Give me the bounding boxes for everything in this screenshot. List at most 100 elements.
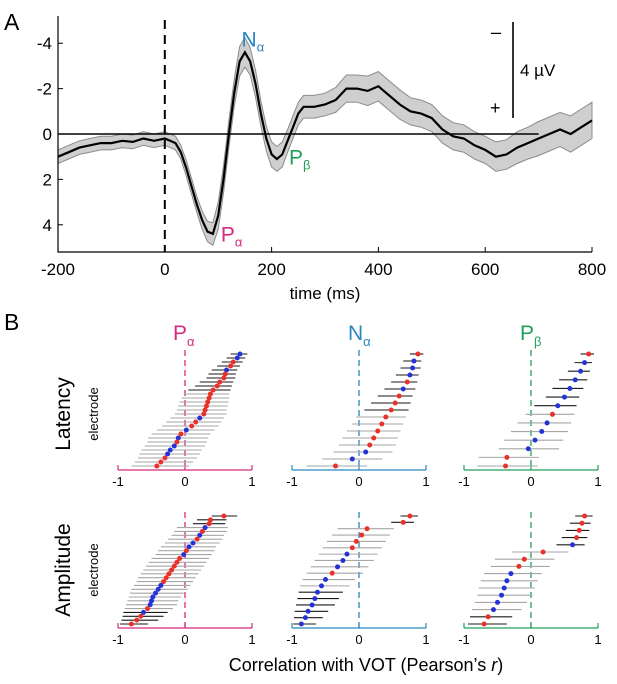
correlation-point — [217, 379, 223, 385]
correlation-point — [197, 532, 203, 538]
correlation-point — [144, 606, 150, 612]
correlation-point — [224, 367, 230, 373]
correlation-point — [140, 609, 146, 615]
correlation-point — [567, 385, 573, 391]
annotation-n-alpha: Nα — [242, 28, 265, 54]
correlation-point — [371, 435, 377, 441]
correlation-point — [214, 383, 220, 389]
erp-plot: -200 0 200 400 600 800 -4 -2 0 2 4 time (ms) Nα P… — [37, 16, 606, 303]
correlation-point — [305, 608, 311, 614]
annotation-p-beta-sub: β — [303, 157, 310, 172]
correlation-point — [206, 521, 212, 527]
correlation-point — [329, 570, 335, 576]
correlation-point — [490, 607, 496, 613]
correlation-point — [508, 571, 514, 577]
correlation-point — [504, 578, 510, 584]
correlation-point — [171, 443, 177, 449]
correlation-point — [221, 513, 227, 519]
x-tick-label: 0 — [181, 474, 188, 489]
panel-b-x-axis-label-close: ) — [497, 655, 503, 675]
correlation-point — [189, 423, 195, 429]
x-tick-label: -1 — [458, 632, 470, 647]
forest-latency_p_beta: -1 0 1 — [458, 350, 602, 489]
correlation-point — [166, 571, 172, 577]
correlation-point — [407, 372, 413, 378]
scale-bar-minus: – — [491, 22, 501, 42]
electrode-label-latency: electrode — [86, 387, 101, 440]
annotation-n-alpha-sub: α — [257, 39, 265, 54]
correlation-point — [411, 358, 417, 364]
electrode-label-amplitude: electrode — [86, 543, 101, 596]
correlation-point — [314, 589, 320, 595]
correlation-point — [171, 563, 177, 569]
correlation-point — [193, 419, 199, 425]
correlation-point — [349, 545, 355, 551]
correlation-point — [574, 535, 580, 541]
x-tick-label: 0 — [181, 632, 188, 647]
correlation-point — [532, 437, 538, 443]
correlation-point — [234, 355, 240, 361]
x-tick-label: 1 — [422, 632, 429, 647]
correlation-point — [396, 393, 402, 399]
correlation-point — [205, 399, 211, 405]
correlation-point — [576, 527, 582, 533]
erp-x-axis-label: time (ms) — [290, 284, 361, 303]
correlation-point — [388, 407, 394, 413]
correlation-point — [562, 394, 567, 400]
column-header-p-alpha-sub: α — [187, 334, 195, 349]
correlation-point — [202, 407, 208, 413]
correlation-point — [349, 456, 355, 462]
erp-x-tick-label: 0 — [160, 260, 169, 279]
correlation-point — [521, 556, 527, 562]
column-header-n-alpha-sub: α — [363, 334, 371, 349]
correlation-point — [153, 590, 159, 596]
correlation-point — [586, 351, 592, 357]
erp-x-tick-label: 200 — [257, 260, 285, 279]
panel-b-x-axis-label-main: Correlation with VOT (Pearson’s — [229, 655, 491, 675]
correlation-point — [163, 575, 169, 581]
annotation-p-beta-letter: P — [289, 146, 303, 169]
x-tick-label: 0 — [355, 474, 362, 489]
correlation-point — [344, 551, 350, 557]
correlation-point — [572, 377, 578, 383]
annotation-p-alpha-sub: α — [235, 235, 243, 250]
correlation-point — [582, 513, 588, 519]
forest-amplitude_n_alpha: -1 0 1 — [286, 512, 430, 647]
correlation-point — [154, 463, 160, 469]
annotation-p-alpha-letter: P — [221, 224, 235, 247]
correlation-point — [364, 526, 370, 532]
correlation-point — [495, 599, 500, 605]
correlation-point — [578, 368, 584, 374]
erp-y-tick-label: -4 — [37, 34, 52, 53]
erp-y-tick-label: -2 — [37, 80, 52, 99]
correlation-point — [150, 594, 156, 600]
correlation-point — [400, 519, 406, 525]
row-label-latency: Latency — [52, 377, 75, 451]
x-tick-label: 1 — [422, 474, 429, 489]
correlation-point — [400, 386, 406, 392]
correlation-point — [206, 395, 212, 401]
forest-latency_n_alpha: -1 0 1 — [286, 350, 430, 489]
erp-y-tick-label: 0 — [43, 125, 52, 144]
correlation-point — [312, 596, 318, 602]
correlation-point — [177, 555, 183, 561]
correlation-point — [186, 544, 192, 550]
correlation-point — [181, 552, 187, 558]
correlation-point — [410, 365, 416, 371]
correlation-point — [555, 403, 561, 409]
correlation-point — [392, 400, 398, 406]
correlation-point — [340, 557, 346, 563]
panel-a-label: A — [4, 9, 20, 35]
column-header-p-beta-sub: β — [534, 334, 541, 349]
correlation-point — [149, 598, 154, 604]
x-tick-label: 0 — [527, 474, 534, 489]
erp-x-tick-label: 400 — [364, 260, 392, 279]
x-tick-label: -1 — [458, 474, 470, 489]
x-tick-label: -1 — [286, 632, 298, 647]
correlation-point — [525, 446, 531, 452]
erp-x-tick-label: 600 — [471, 260, 499, 279]
scale-bar-label: 4 µV — [520, 61, 556, 80]
correlation-point — [335, 564, 341, 570]
correlation-point — [202, 525, 208, 531]
